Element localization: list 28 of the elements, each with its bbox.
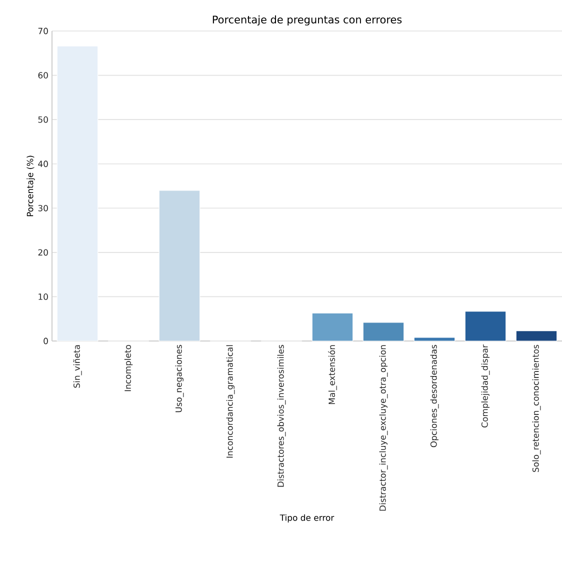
bar xyxy=(516,330,558,342)
bar xyxy=(362,322,404,342)
x-tick-label: Solo_retencion_conocimientos xyxy=(532,344,541,472)
x-tick-label: Uso_negaciones xyxy=(175,344,184,412)
y-tick-label: 60 xyxy=(38,72,48,78)
bar xyxy=(312,312,354,342)
bar xyxy=(56,46,98,342)
y-tick-label: 50 xyxy=(38,116,48,123)
x-tick-label: Opciones_desordenadas xyxy=(430,344,439,448)
x-tick-label: Inconcordancia_gramatical xyxy=(226,345,235,458)
y-tick-label: 30 xyxy=(38,204,48,212)
x-tick-label: Distractor_incluye_excluye_otra_opcion xyxy=(379,345,388,511)
bar xyxy=(414,337,456,342)
x-axis-title: Tipo de error xyxy=(280,514,334,523)
y-tick-label: 70 xyxy=(38,28,48,34)
x-tick-label: Incompleto xyxy=(124,344,133,392)
x-tick-label: Mal_extensión xyxy=(328,345,337,404)
x-tick-label: Distractores_obvios_inverosimiles xyxy=(277,344,286,487)
bar xyxy=(464,311,506,342)
y-tick-label: 40 xyxy=(38,160,48,168)
y-tick-label: 10 xyxy=(38,294,48,300)
bar xyxy=(158,190,200,342)
y-axis-title: Porcentaje (%) xyxy=(26,156,35,216)
chart-title: Porcentaje de preguntas con errores xyxy=(212,15,402,26)
x-tick-label: Sin_viñeta xyxy=(73,345,82,388)
x-tick-label: Complejidad_dispar xyxy=(481,344,490,428)
y-tick-label: 20 xyxy=(38,249,48,256)
y-tick-label: 0 xyxy=(44,338,48,344)
